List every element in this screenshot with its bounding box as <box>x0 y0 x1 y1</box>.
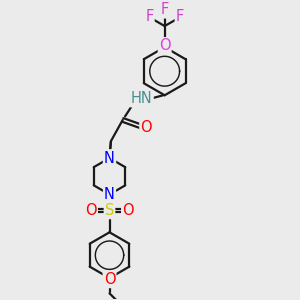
Text: O: O <box>122 203 134 218</box>
Text: HN: HN <box>131 91 153 106</box>
Text: N: N <box>104 151 115 166</box>
Text: O: O <box>85 203 97 218</box>
Text: O: O <box>159 38 170 53</box>
Text: F: F <box>176 9 184 24</box>
Text: N: N <box>104 187 115 202</box>
Text: F: F <box>160 2 169 17</box>
Text: F: F <box>145 9 154 24</box>
Text: S: S <box>105 203 114 218</box>
Text: O: O <box>140 120 152 135</box>
Text: O: O <box>104 272 115 287</box>
Text: N: N <box>104 151 115 166</box>
